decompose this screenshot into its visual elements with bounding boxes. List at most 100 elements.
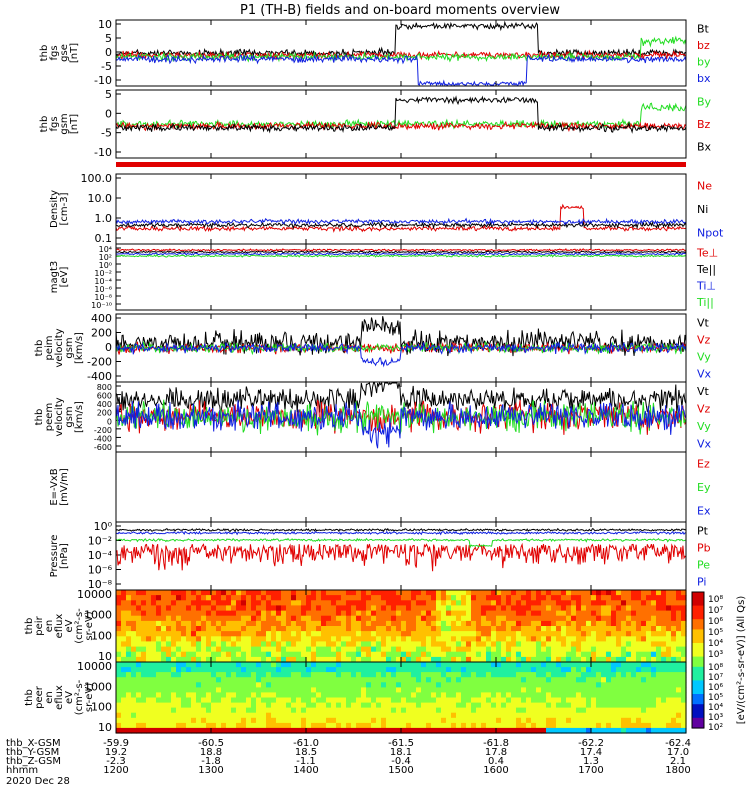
spectrogram-cell [651, 631, 657, 637]
spectrogram-cell [266, 667, 272, 673]
spectrogram-cell [211, 677, 217, 683]
spectrogram-cell [316, 626, 322, 632]
spectrogram-cell [661, 687, 667, 694]
spectrogram-cell [241, 620, 247, 627]
spectrogram-cell [176, 600, 182, 606]
spectrogram-cell [631, 615, 637, 622]
spectrogram-cell [576, 712, 582, 719]
legend-label: bz [697, 39, 710, 52]
spectrogram-cell [656, 620, 662, 627]
spectrogram-cell [491, 615, 497, 622]
spectrogram-cell [606, 672, 612, 678]
colorbar-segment [692, 598, 704, 603]
x-tick-label: 17.8 [485, 747, 507, 758]
spectrogram-cell [161, 722, 167, 729]
spectrogram-cell [461, 707, 467, 714]
spectrogram-cell [486, 646, 492, 653]
spectrogram-cell [276, 641, 282, 648]
spectrogram-cell [336, 590, 342, 596]
spectrogram-cell [536, 702, 542, 709]
x-tick-label: -1.8 [201, 756, 221, 767]
spectrogram-cell [321, 626, 327, 632]
spectrogram-cell [241, 641, 247, 648]
series-Pb [115, 542, 687, 572]
spectrogram-cell [306, 651, 312, 658]
spectrogram-cell [621, 620, 627, 627]
spectrogram-cell [426, 707, 432, 714]
spectrogram-cell [326, 707, 332, 714]
spectrogram-cell [641, 692, 647, 699]
spectrogram-cell [416, 595, 422, 601]
spectrogram-cell [131, 662, 137, 668]
spectrogram-cell [491, 590, 497, 596]
spectrogram-cell [531, 615, 537, 622]
spectrogram-cell [316, 697, 322, 704]
spectrogram-cell [561, 687, 567, 694]
spectrogram-cell [221, 646, 227, 653]
spectrogram-cell [596, 656, 602, 663]
spectrogram-cell [181, 605, 187, 612]
y-label-line: Density [49, 190, 60, 228]
x-row-label: thb_X-GSM [6, 738, 61, 749]
spectrogram-cell [256, 687, 262, 694]
spectrogram-cell [341, 722, 347, 729]
spectrogram-cell [276, 687, 282, 694]
spectrogram-cell [211, 722, 217, 729]
spectrogram-cell [141, 687, 147, 694]
spectrogram-cell [231, 610, 237, 617]
spectrogram-cell [261, 590, 267, 596]
spectrogram-cell [521, 672, 527, 678]
spectrogram-cell [526, 620, 532, 627]
spectrogram-cell [606, 595, 612, 601]
spectrogram-cell [256, 662, 262, 668]
spectrogram-cell [416, 662, 422, 668]
colorbar-segment [692, 629, 704, 634]
spectrogram-cell [276, 636, 282, 642]
legend-label: Vt [697, 317, 710, 330]
spectrogram-cell [461, 667, 467, 673]
spectrogram-cell [541, 687, 547, 694]
spectrogram-cell [271, 605, 277, 612]
spectrogram-cell [376, 595, 382, 601]
spectrogram-cell [246, 656, 252, 663]
spectrogram-cell [411, 600, 417, 606]
spectrogram-cell [581, 702, 587, 709]
spectrogram-cell [416, 672, 422, 678]
spectrogram-cell [416, 667, 422, 673]
spectrogram-cell [591, 687, 597, 694]
spectrogram-cell [586, 717, 592, 724]
spectrogram-cell [156, 717, 162, 724]
spectrogram-cell [311, 667, 317, 673]
spectrogram-cell [421, 687, 427, 694]
spectrogram-cell [436, 712, 442, 719]
spectrogram-cell [251, 610, 257, 617]
spectrogram-cell [641, 667, 647, 673]
spectrogram-cell [671, 610, 677, 617]
spectrogram-cell [246, 590, 252, 596]
spectrogram-cell [316, 636, 322, 642]
spectrogram-cell [201, 615, 207, 622]
spectrogram-cell [216, 677, 222, 683]
colorbar-segment [692, 595, 704, 600]
spectrogram-cell [336, 636, 342, 642]
spectrogram-cell [151, 712, 157, 719]
spectrogram-cell [181, 631, 187, 637]
spectrogram-cell [251, 677, 257, 683]
spectrogram-cell [681, 662, 687, 668]
spectrogram-cell [531, 727, 537, 734]
spectrogram-cell [226, 692, 232, 699]
spectrogram-cell [386, 605, 392, 612]
spectrogram-cell [601, 605, 607, 612]
spectrogram-cell [516, 672, 522, 678]
spectrogram-cell [426, 687, 432, 694]
spectrogram-cell [291, 646, 297, 653]
spectrogram-cell [236, 631, 242, 637]
spectrogram-cell [641, 717, 647, 724]
spectrogram-cell [321, 610, 327, 617]
spectrogram-cell [486, 702, 492, 709]
spectrogram-cell [321, 697, 327, 704]
spectrogram-cell [321, 707, 327, 714]
spectrogram-cell [356, 620, 362, 627]
spectrogram-cell [531, 641, 537, 648]
y-label-line: en [44, 620, 55, 633]
